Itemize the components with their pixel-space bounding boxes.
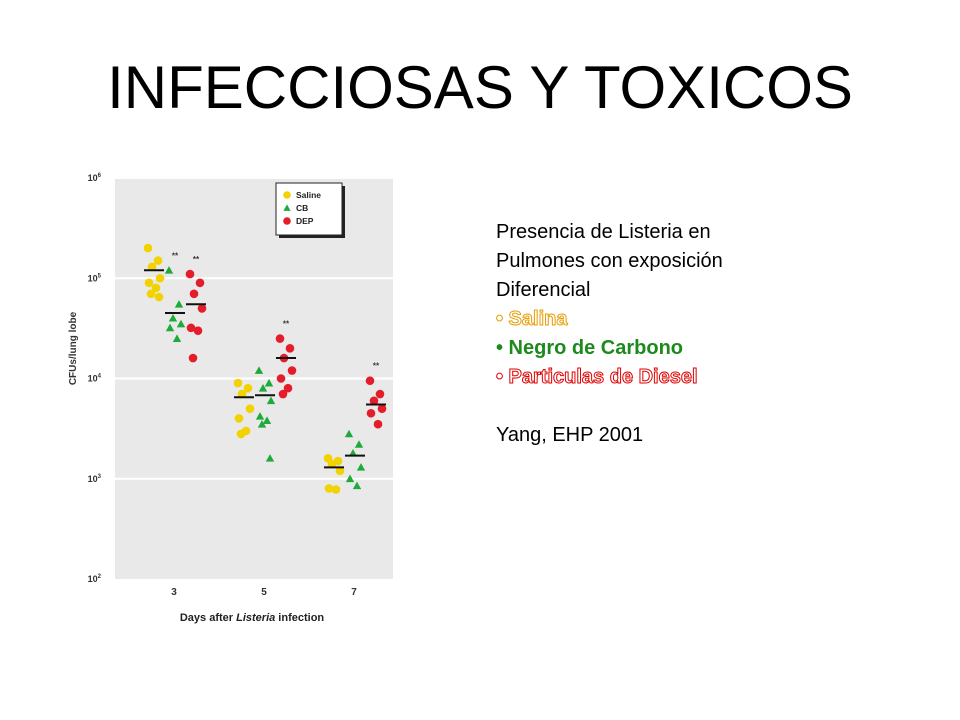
- notes-panel: Presencia de Listeria en Pulmones con ex…: [496, 218, 723, 450]
- x-tick-label: 3: [171, 587, 177, 598]
- data-point-saline: [146, 289, 156, 299]
- data-point-cb: [344, 429, 354, 438]
- data-point-saline: [335, 466, 345, 476]
- x-tick-label: 5: [261, 587, 267, 598]
- citation: Yang, EHP 2001: [496, 424, 644, 446]
- data-points: [143, 243, 387, 494]
- data-point-dep: [369, 396, 379, 406]
- mean-markers: [144, 269, 386, 469]
- data-point-saline: [144, 278, 154, 288]
- legend-label-saline: Saline: [296, 190, 321, 200]
- significance-marker: **: [283, 320, 290, 329]
- data-point-dep: [285, 344, 295, 353]
- legend-marker-dep: [283, 217, 291, 225]
- y-axis-label: CFUs/lung lobe: [68, 311, 79, 385]
- data-point-saline: [236, 429, 246, 439]
- data-point-cb: [356, 463, 366, 471]
- y-tick-label: 102: [88, 574, 102, 584]
- notes-line-3: Diferencial: [496, 279, 591, 301]
- data-point-cb: [352, 481, 362, 490]
- data-point-cb: [165, 323, 175, 332]
- y-tick-label: 105: [88, 273, 102, 283]
- data-point-dep: [185, 269, 195, 279]
- data-point-cb: [348, 448, 358, 457]
- data-point-dep: [278, 389, 288, 399]
- y-tick-label: 104: [88, 374, 102, 384]
- data-point-cb: [172, 334, 182, 342]
- significance-markers: ** ** ** **: [172, 251, 380, 370]
- x-tick-labels: 3 5 7: [171, 587, 357, 598]
- data-point-saline: [327, 459, 337, 469]
- data-point-saline: [331, 485, 341, 494]
- data-point-cb: [265, 454, 275, 462]
- x-axis-label: Days after Listeria infection: [180, 612, 325, 624]
- data-point-dep: [276, 374, 286, 383]
- data-point-cb: [266, 396, 276, 405]
- data-point-saline: [245, 404, 255, 413]
- data-point-dep: [283, 383, 293, 393]
- data-point-cb: [174, 300, 184, 308]
- significance-marker: **: [373, 362, 380, 371]
- legend-label-dep: DEP: [296, 216, 314, 226]
- data-point-dep: [287, 366, 297, 375]
- x-tick-label: 7: [351, 587, 357, 598]
- data-point-saline: [155, 273, 165, 283]
- data-point-dep: [193, 326, 203, 335]
- data-point-saline: [237, 389, 247, 399]
- data-point-dep: [366, 408, 376, 418]
- y-tick-label: 103: [88, 474, 102, 484]
- data-point-dep: [365, 376, 375, 386]
- significance-marker: **: [193, 255, 200, 264]
- data-point-dep: [195, 278, 205, 288]
- legend: Saline CB DEP: [275, 182, 345, 238]
- data-point-saline: [153, 256, 163, 265]
- slide-title: INFECCIOSAS Y TOXICOS: [107, 54, 853, 121]
- notes-line-1: Presencia de Listeria en: [496, 221, 711, 243]
- significance-marker: **: [172, 251, 179, 260]
- data-point-saline: [324, 484, 334, 493]
- data-point-dep: [375, 389, 385, 399]
- y-tick-labels: 106 105 104 103 102: [88, 173, 102, 584]
- data-point-cb: [354, 440, 364, 448]
- data-point-cb: [168, 313, 178, 322]
- data-point-cb: [257, 420, 267, 428]
- legend-marker-cb: [283, 204, 291, 211]
- data-point-saline: [151, 283, 161, 293]
- legend-label-cb: CB: [296, 203, 308, 213]
- bullet-negro-carbono: • Negro de Carbono: [496, 337, 684, 359]
- data-point-cb: [255, 412, 265, 420]
- data-point-dep: [373, 419, 383, 429]
- spacer: [496, 392, 723, 421]
- data-point-cb: [164, 266, 174, 274]
- y-axis-label-group: CFUs/lung lobe: [68, 311, 79, 385]
- data-point-dep: [377, 404, 387, 413]
- data-point-cb: [258, 384, 268, 392]
- data-point-cb: [345, 474, 355, 483]
- data-point-saline: [233, 378, 243, 388]
- data-point-cb: [254, 366, 264, 374]
- bullet-salina: • Salina: [496, 308, 568, 331]
- notes-line-2: Pulmones con exposición: [496, 250, 723, 272]
- data-point-dep: [275, 334, 285, 343]
- data-point-dep: [186, 323, 196, 333]
- data-point-cb: [176, 319, 186, 328]
- x-axis-label-group: Days after Listeria infection: [180, 612, 325, 624]
- data-point-dep: [197, 304, 207, 313]
- data-point-dep: [189, 289, 199, 299]
- data-point-dep: [188, 353, 198, 363]
- bullet-particulas-diesel: • Particulas de Diesel: [496, 366, 699, 389]
- y-tick-label: 106: [88, 173, 102, 183]
- data-point-saline: [243, 383, 253, 393]
- data-point-saline: [143, 243, 153, 253]
- legend-marker-saline: [283, 191, 291, 199]
- data-point-cb: [264, 378, 274, 387]
- data-point-saline: [154, 292, 164, 302]
- data-point-saline: [234, 414, 244, 423]
- data-point-saline: [147, 262, 157, 272]
- data-point-cb: [262, 416, 272, 424]
